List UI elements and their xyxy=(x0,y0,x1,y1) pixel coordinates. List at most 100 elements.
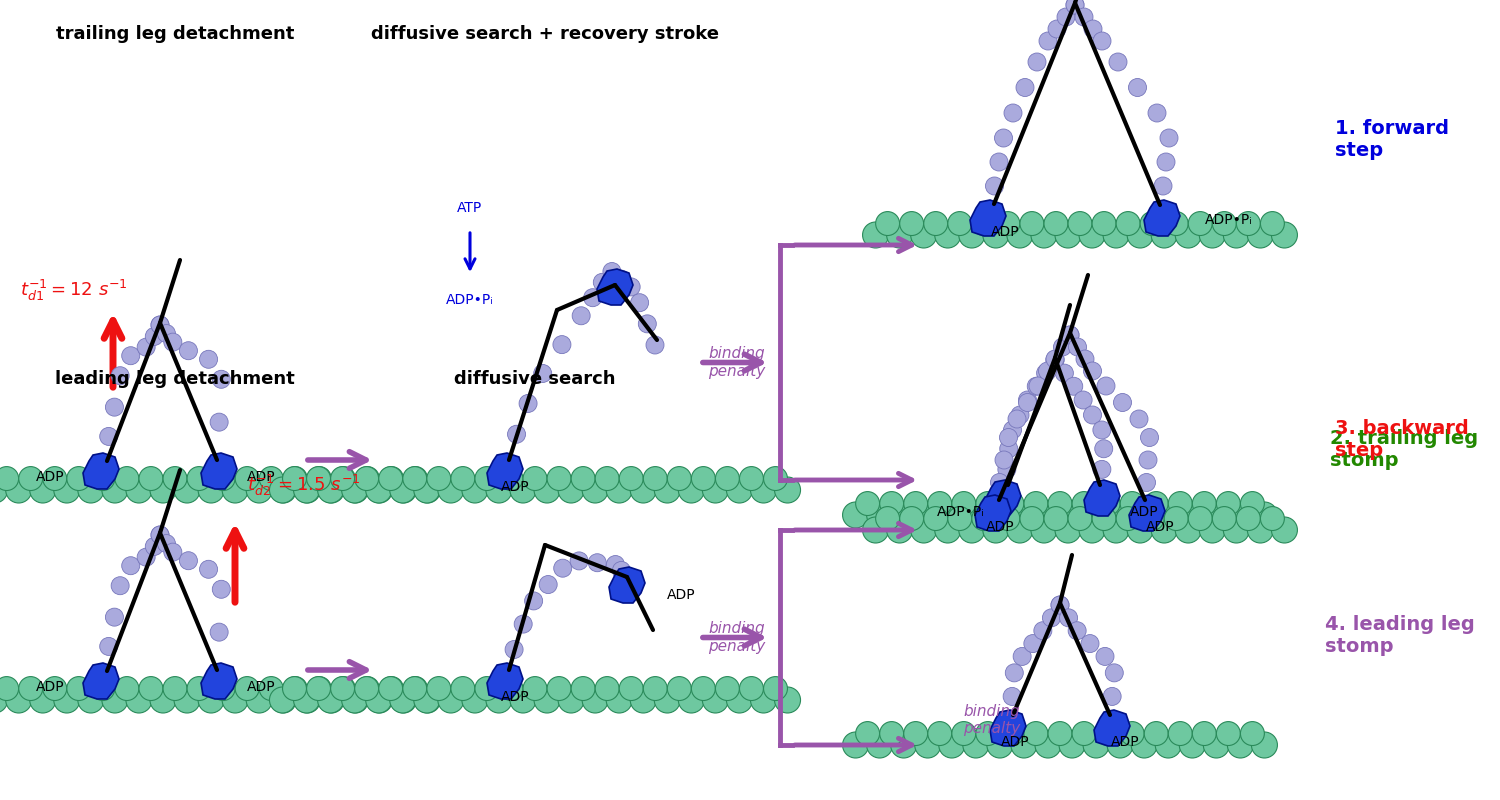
Circle shape xyxy=(1054,517,1082,543)
Text: binding
penalty: binding penalty xyxy=(963,704,1020,736)
Text: ADP: ADP xyxy=(1110,735,1140,749)
Circle shape xyxy=(18,466,42,490)
Circle shape xyxy=(1094,460,1112,478)
Circle shape xyxy=(740,677,764,701)
Circle shape xyxy=(986,177,1004,195)
Circle shape xyxy=(390,687,417,713)
Circle shape xyxy=(102,477,128,503)
Circle shape xyxy=(958,517,986,543)
Circle shape xyxy=(774,477,801,503)
Circle shape xyxy=(963,732,988,758)
Circle shape xyxy=(726,687,753,713)
Circle shape xyxy=(606,687,631,713)
Circle shape xyxy=(994,129,1012,147)
Circle shape xyxy=(596,677,619,701)
Circle shape xyxy=(1155,732,1180,758)
Circle shape xyxy=(876,506,900,530)
Circle shape xyxy=(1046,350,1064,368)
Circle shape xyxy=(390,477,417,503)
Circle shape xyxy=(548,677,572,701)
Circle shape xyxy=(972,211,996,235)
Circle shape xyxy=(1053,338,1071,356)
Circle shape xyxy=(654,477,681,503)
Circle shape xyxy=(1013,647,1031,666)
Circle shape xyxy=(750,477,777,503)
Circle shape xyxy=(987,732,1012,758)
Circle shape xyxy=(726,477,753,503)
Circle shape xyxy=(1102,222,1130,248)
Circle shape xyxy=(1116,211,1140,235)
Circle shape xyxy=(1024,722,1048,746)
Circle shape xyxy=(558,687,584,713)
Circle shape xyxy=(572,466,596,490)
Circle shape xyxy=(1200,222,1225,248)
Circle shape xyxy=(198,477,223,503)
Circle shape xyxy=(356,466,380,490)
Circle shape xyxy=(1102,687,1120,706)
Circle shape xyxy=(476,466,500,490)
Circle shape xyxy=(1107,732,1132,758)
Circle shape xyxy=(1007,222,1034,248)
Circle shape xyxy=(915,732,940,758)
Circle shape xyxy=(1030,517,1057,543)
Circle shape xyxy=(1040,32,1058,50)
Circle shape xyxy=(987,502,1012,528)
Circle shape xyxy=(1044,506,1068,530)
Polygon shape xyxy=(970,200,1006,236)
Circle shape xyxy=(306,677,330,701)
Text: ADP•Pᵢ: ADP•Pᵢ xyxy=(446,293,494,307)
Circle shape xyxy=(452,466,476,490)
Text: leading leg detachment: leading leg detachment xyxy=(56,370,296,388)
Circle shape xyxy=(702,477,729,503)
Circle shape xyxy=(630,477,656,503)
Circle shape xyxy=(294,477,320,503)
Circle shape xyxy=(1251,732,1278,758)
Circle shape xyxy=(308,466,332,490)
Text: ATP: ATP xyxy=(458,201,483,215)
Circle shape xyxy=(620,677,644,701)
Circle shape xyxy=(222,477,248,503)
Circle shape xyxy=(1150,517,1178,543)
Circle shape xyxy=(1019,394,1036,411)
Circle shape xyxy=(606,477,631,503)
Circle shape xyxy=(1227,502,1254,528)
Circle shape xyxy=(1048,20,1066,38)
Circle shape xyxy=(318,477,345,503)
Circle shape xyxy=(6,477,32,503)
Circle shape xyxy=(500,677,523,701)
Circle shape xyxy=(928,722,951,746)
Circle shape xyxy=(1150,222,1178,248)
Circle shape xyxy=(1102,517,1130,543)
Circle shape xyxy=(1074,391,1092,409)
Circle shape xyxy=(622,278,640,296)
Circle shape xyxy=(136,338,154,356)
Circle shape xyxy=(1155,502,1180,528)
Circle shape xyxy=(1048,722,1072,746)
Circle shape xyxy=(862,222,888,248)
Circle shape xyxy=(891,732,916,758)
Circle shape xyxy=(152,316,170,334)
Circle shape xyxy=(476,677,500,701)
Circle shape xyxy=(1130,410,1148,428)
Circle shape xyxy=(78,687,104,713)
Text: binding
penalty: binding penalty xyxy=(708,346,765,378)
Circle shape xyxy=(900,506,924,530)
Circle shape xyxy=(68,677,92,701)
Text: ADP: ADP xyxy=(1000,735,1029,749)
Text: ADP: ADP xyxy=(501,690,530,704)
Circle shape xyxy=(1078,517,1106,543)
Circle shape xyxy=(78,477,104,503)
Circle shape xyxy=(174,477,200,503)
Circle shape xyxy=(356,677,380,701)
Circle shape xyxy=(644,466,668,490)
Circle shape xyxy=(1164,506,1188,530)
Circle shape xyxy=(976,491,1000,515)
Circle shape xyxy=(404,677,427,701)
Circle shape xyxy=(1188,211,1212,235)
Circle shape xyxy=(1066,0,1084,14)
Circle shape xyxy=(209,456,226,474)
Polygon shape xyxy=(201,453,237,489)
Circle shape xyxy=(1138,451,1156,469)
Circle shape xyxy=(1011,502,1036,528)
Circle shape xyxy=(378,677,402,701)
